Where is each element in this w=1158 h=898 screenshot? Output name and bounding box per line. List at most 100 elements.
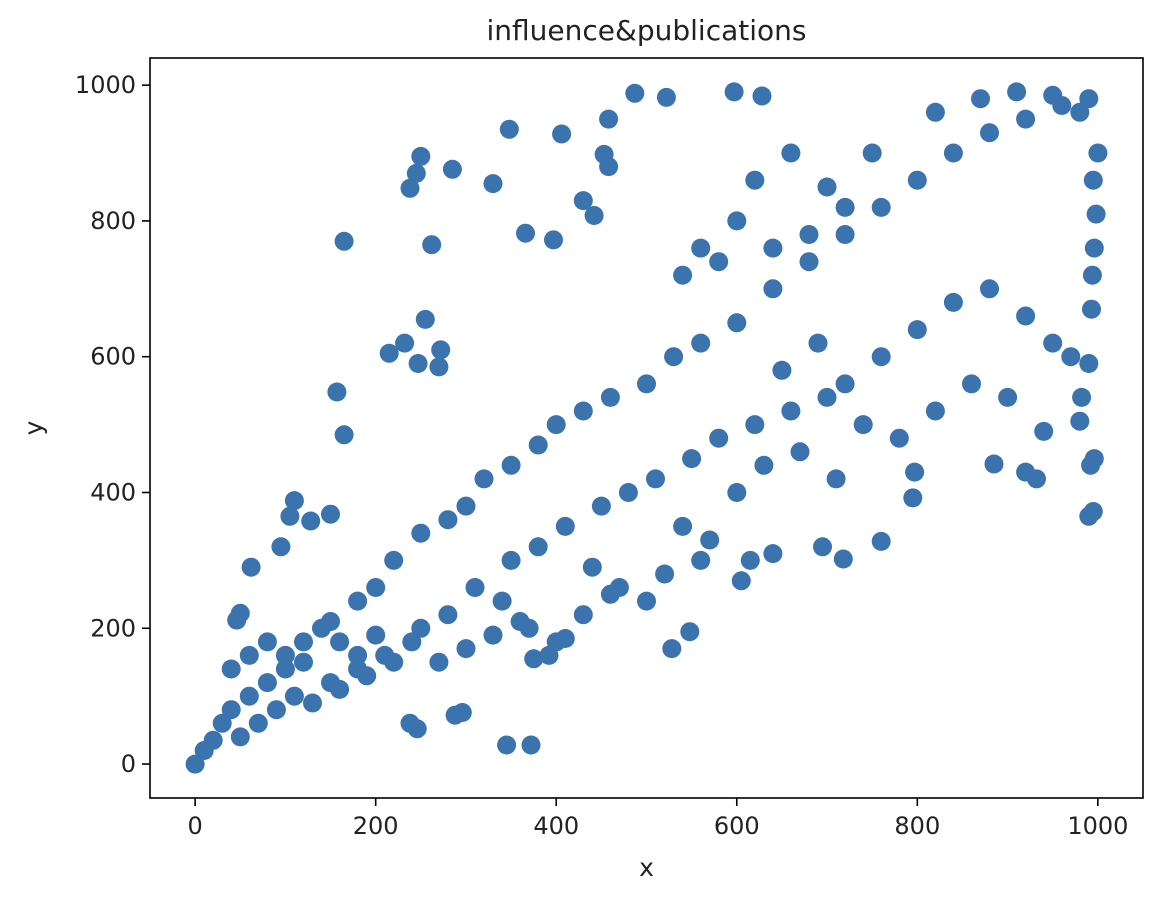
- x-tick-label: 800: [894, 812, 940, 840]
- data-point: [408, 354, 428, 373]
- data-point: [1072, 387, 1092, 407]
- data-point: [907, 320, 927, 340]
- data-point: [402, 632, 422, 652]
- data-point: [808, 333, 828, 353]
- data-point: [406, 163, 426, 183]
- data-point: [700, 530, 720, 550]
- data-point: [546, 415, 566, 435]
- data-point: [664, 347, 684, 367]
- data-point: [691, 333, 711, 353]
- data-point: [411, 618, 431, 638]
- data-point: [552, 124, 572, 144]
- data-point: [555, 516, 575, 536]
- data-point: [483, 174, 503, 194]
- data-point: [411, 523, 431, 543]
- data-point: [492, 591, 512, 611]
- data-point: [546, 632, 566, 652]
- y-tick-label: 800: [90, 207, 136, 235]
- x-tick-label: 200: [353, 812, 399, 840]
- data-point: [334, 425, 354, 445]
- data-point: [591, 496, 611, 516]
- data-point: [1016, 109, 1036, 129]
- data-point: [284, 491, 304, 511]
- data-point: [497, 735, 517, 755]
- data-point: [275, 645, 295, 665]
- x-tick-label: 1000: [1067, 812, 1128, 840]
- data-point: [528, 537, 548, 557]
- y-tick-label: 200: [90, 614, 136, 642]
- data-point: [691, 550, 711, 570]
- data-point: [1084, 449, 1104, 469]
- data-point: [835, 197, 855, 217]
- data-point: [1082, 299, 1101, 319]
- data-point: [573, 605, 593, 625]
- data-point: [384, 550, 404, 570]
- y-axis-label: y: [19, 420, 48, 435]
- data-point: [781, 143, 801, 163]
- data-point: [709, 428, 729, 448]
- data-point: [1007, 82, 1027, 102]
- data-point: [781, 401, 801, 421]
- data-point: [275, 659, 295, 679]
- data-point: [422, 235, 442, 255]
- data-point: [227, 610, 247, 630]
- data-point: [348, 645, 368, 665]
- data-point: [646, 469, 665, 489]
- data-point: [984, 454, 1004, 474]
- chart-title: influence&publications: [487, 14, 807, 47]
- data-point: [998, 387, 1018, 407]
- y-tick-label: 400: [90, 478, 136, 506]
- data-point: [284, 686, 304, 706]
- data-point: [1027, 469, 1046, 489]
- data-point: [241, 557, 261, 577]
- data-point: [431, 340, 451, 360]
- data-point: [853, 415, 873, 435]
- data-point: [294, 652, 313, 672]
- y-tick-label: 0: [121, 750, 136, 778]
- data-point: [584, 206, 604, 225]
- data-point: [573, 191, 593, 211]
- data-point: [221, 659, 241, 679]
- data-point: [799, 225, 819, 244]
- x-axis-label: x: [639, 853, 654, 882]
- data-point: [330, 632, 350, 652]
- y-tick-label: 1000: [75, 71, 136, 99]
- x-tick-label: 400: [533, 812, 579, 840]
- data-point: [366, 578, 386, 597]
- data-point: [673, 265, 693, 285]
- data-point: [415, 309, 435, 329]
- data-point: [905, 462, 925, 482]
- data-point: [826, 469, 846, 489]
- data-point: [544, 230, 563, 250]
- data-point: [835, 225, 855, 244]
- data-point: [1043, 333, 1063, 353]
- data-point: [221, 700, 241, 720]
- data-point: [1086, 204, 1106, 224]
- data-point: [483, 625, 503, 645]
- data-point: [817, 387, 837, 407]
- data-point: [833, 549, 853, 569]
- data-point: [862, 143, 882, 163]
- data-point: [212, 713, 232, 733]
- data-point: [724, 82, 744, 102]
- data-point: [962, 374, 981, 394]
- data-point: [248, 713, 268, 733]
- data-point: [835, 374, 855, 394]
- data-point: [727, 313, 747, 333]
- data-point: [1070, 102, 1090, 122]
- data-point: [334, 231, 354, 251]
- data-point: [379, 343, 399, 363]
- y-axis: 0 200 400 600 800 1000: [75, 71, 150, 778]
- data-point: [1079, 89, 1099, 109]
- data-point: [384, 652, 404, 672]
- data-point: [656, 87, 676, 107]
- data-point: [1083, 502, 1103, 521]
- data-point: [330, 679, 350, 699]
- data-point: [691, 238, 711, 258]
- data-point: [1088, 143, 1108, 163]
- data-point: [407, 719, 427, 739]
- data-point: [599, 109, 619, 129]
- data-point: [348, 591, 368, 611]
- data-point: [203, 730, 223, 750]
